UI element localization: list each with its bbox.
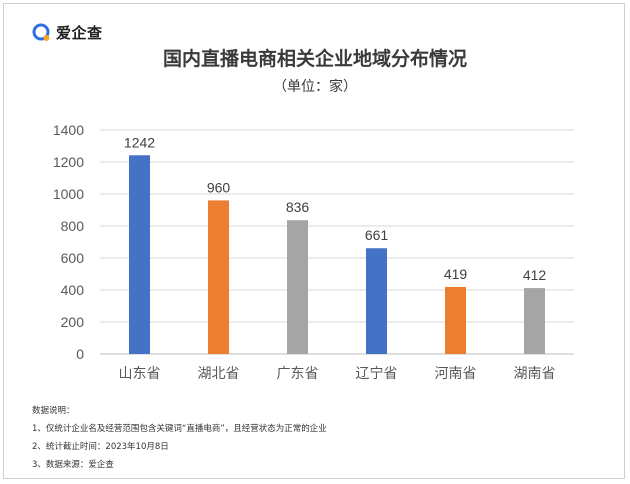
brand-name: 爱企查 <box>56 24 103 42</box>
y-tick-label: 400 <box>61 282 85 298</box>
x-tick-label: 河南省 <box>435 366 477 382</box>
bar <box>287 220 308 354</box>
chart-subtitle: （单位：家） <box>273 79 357 95</box>
data-notes: 数据说明： 1、仅统计企业名及经营范围包含关键词“直播电商”，且经营状态为正常的… <box>32 402 327 474</box>
data-label: 1242 <box>124 134 155 150</box>
x-tick-label: 湖北省 <box>198 366 240 382</box>
notes-item-1: 1、仅统计企业名及经营范围包含关键词“直播电商”，且经营状态为正常的企业 <box>32 424 327 434</box>
brand-logo: 爱企查 <box>32 22 103 43</box>
y-tick-label: 1400 <box>53 122 84 138</box>
notes-item-3: 3、数据来源：爱企查 <box>32 460 114 470</box>
x-tick-label: 山东省 <box>119 366 161 382</box>
y-tick-label: 800 <box>61 218 85 234</box>
q-logo-icon <box>32 23 50 41</box>
x-tick-label: 广东省 <box>277 366 319 382</box>
data-label: 836 <box>286 199 310 215</box>
bar-chart: 0 200 400 600 800 1000 1200 1400 1242 山东省 960 湖北省 83… <box>53 122 574 382</box>
y-tick-label: 600 <box>61 250 85 266</box>
bar <box>524 288 545 354</box>
figure-frame <box>3 3 625 479</box>
notes-heading: 数据说明： <box>32 406 75 416</box>
y-tick-label: 1000 <box>53 186 84 202</box>
data-label: 419 <box>444 266 468 282</box>
y-tick-label: 0 <box>76 346 84 362</box>
data-label: 412 <box>523 267 547 283</box>
data-label: 960 <box>207 179 231 195</box>
data-label: 661 <box>365 227 389 243</box>
bar <box>366 248 387 354</box>
bar <box>129 155 150 354</box>
bar <box>208 200 229 354</box>
y-tick-label: 1200 <box>53 154 84 170</box>
bar <box>445 286 466 354</box>
chart-title: 国内直播电商相关企业地域分布情况 <box>162 48 467 70</box>
x-tick-label: 辽宁省 <box>356 365 398 382</box>
notes-item-2: 2、统计截止时间：2023年10月8日 <box>32 442 169 452</box>
y-tick-label: 200 <box>61 314 85 330</box>
x-tick-label: 湖南省 <box>514 366 556 382</box>
